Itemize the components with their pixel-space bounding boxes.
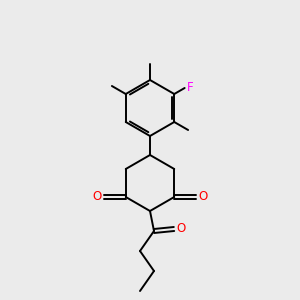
Text: O: O	[92, 190, 102, 203]
Text: O: O	[176, 223, 185, 236]
Text: F: F	[187, 82, 193, 94]
Text: O: O	[198, 190, 208, 203]
